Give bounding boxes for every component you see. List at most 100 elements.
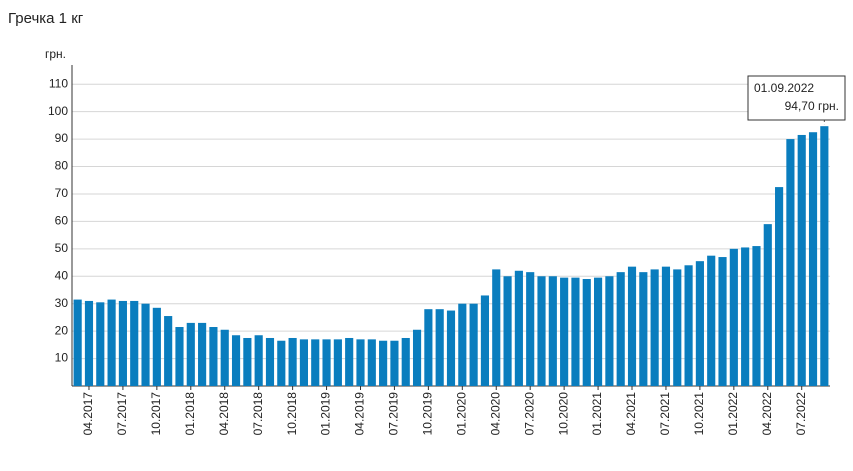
bar — [288, 337, 297, 386]
bar — [141, 303, 150, 386]
bar — [571, 277, 580, 386]
bar — [741, 247, 750, 386]
bar — [673, 269, 682, 386]
x-tick-label: 01.2022 — [726, 392, 740, 436]
bar — [469, 303, 478, 386]
x-tick-label: 04.2019 — [353, 392, 367, 436]
bar — [96, 302, 105, 386]
bar — [175, 327, 184, 386]
bar — [311, 339, 320, 386]
bar — [639, 272, 648, 386]
x-tick-label: 01.2018 — [183, 392, 197, 436]
bar — [458, 303, 467, 386]
bar — [152, 307, 161, 386]
bar — [367, 339, 376, 386]
bar — [526, 272, 535, 386]
tooltip: 01.09.2022 94,70 грн. — [747, 75, 846, 125]
y-tick-label: 60 — [55, 214, 69, 228]
x-tick-label: 07.2017 — [115, 392, 129, 436]
data-label: 94,70 грн. — [785, 99, 839, 113]
bar — [605, 276, 614, 386]
bar — [107, 299, 116, 386]
bar — [492, 269, 501, 386]
bar — [390, 340, 399, 386]
x-tick-label: 10.2021 — [692, 392, 706, 436]
x-tick-label: 01.2019 — [319, 392, 333, 436]
x-tick-label: 01.2020 — [454, 392, 468, 436]
x-tick-label: 01.2021 — [590, 392, 604, 436]
bar — [729, 248, 738, 386]
bar — [220, 329, 229, 386]
bar — [345, 337, 354, 386]
bar — [198, 322, 207, 386]
bar — [582, 279, 591, 386]
bar — [209, 327, 218, 386]
y-tick-label: 50 — [55, 241, 69, 255]
bar — [808, 132, 818, 386]
x-tick-label: 10.2018 — [285, 392, 299, 436]
y-tick-label: 20 — [55, 323, 69, 337]
bar — [435, 309, 444, 386]
bar — [401, 337, 410, 386]
bar — [797, 134, 806, 386]
x-tick-label: 10.2019 — [421, 392, 435, 436]
chart-title: Гречка 1 кг — [8, 10, 84, 27]
bar — [277, 340, 286, 386]
bar — [424, 309, 433, 386]
x-tick-label: 04.2017 — [81, 392, 95, 436]
bar — [231, 335, 241, 386]
x-tick-label: 04.2020 — [488, 392, 502, 436]
bar — [503, 276, 512, 386]
bar — [265, 337, 275, 386]
bar — [186, 322, 195, 386]
x-tick-label: 04.2021 — [624, 392, 638, 436]
bar — [412, 329, 422, 386]
y-tick-label: 90 — [55, 131, 69, 145]
bar — [695, 261, 704, 386]
bar — [243, 337, 252, 386]
x-tick-label: 10.2017 — [149, 392, 163, 436]
bar — [548, 276, 557, 386]
bar — [299, 339, 308, 386]
y-axis-label: грн. — [45, 47, 66, 61]
y-tick-label: 110 — [49, 76, 68, 90]
bar — [84, 300, 94, 386]
x-tick-label: 07.2019 — [387, 392, 401, 436]
y-tick-label: 10 — [55, 351, 69, 365]
bar — [752, 246, 761, 386]
bar — [118, 300, 127, 386]
tooltip-box — [747, 75, 846, 121]
bar — [73, 299, 82, 386]
bar — [514, 270, 523, 386]
bar — [627, 266, 637, 386]
bar — [775, 187, 784, 386]
bar — [379, 340, 388, 386]
bar — [786, 139, 795, 386]
bar — [684, 265, 693, 386]
x-tick-label: 07.2020 — [522, 392, 536, 436]
bar — [537, 276, 546, 386]
bar — [356, 339, 365, 386]
bar — [650, 269, 659, 386]
x-tick-label: 07.2021 — [658, 392, 672, 436]
bar — [718, 257, 727, 386]
x-tick-label: 07.2022 — [794, 392, 808, 436]
y-tick-label: 100 — [48, 104, 68, 118]
bar — [820, 126, 829, 386]
y-tick-label: 30 — [55, 296, 69, 310]
bar — [480, 295, 490, 386]
x-tick-label: 10.2020 — [556, 392, 570, 436]
bar — [164, 316, 173, 386]
bar — [594, 277, 603, 386]
bar — [661, 266, 671, 386]
bar — [333, 339, 342, 386]
bar — [322, 339, 331, 386]
x-tick-label: 07.2018 — [251, 392, 265, 436]
bar — [130, 300, 139, 386]
bar — [707, 255, 716, 386]
bar — [254, 335, 263, 386]
tooltip-date: 01.09.2022 — [754, 81, 814, 95]
bar — [560, 277, 569, 386]
